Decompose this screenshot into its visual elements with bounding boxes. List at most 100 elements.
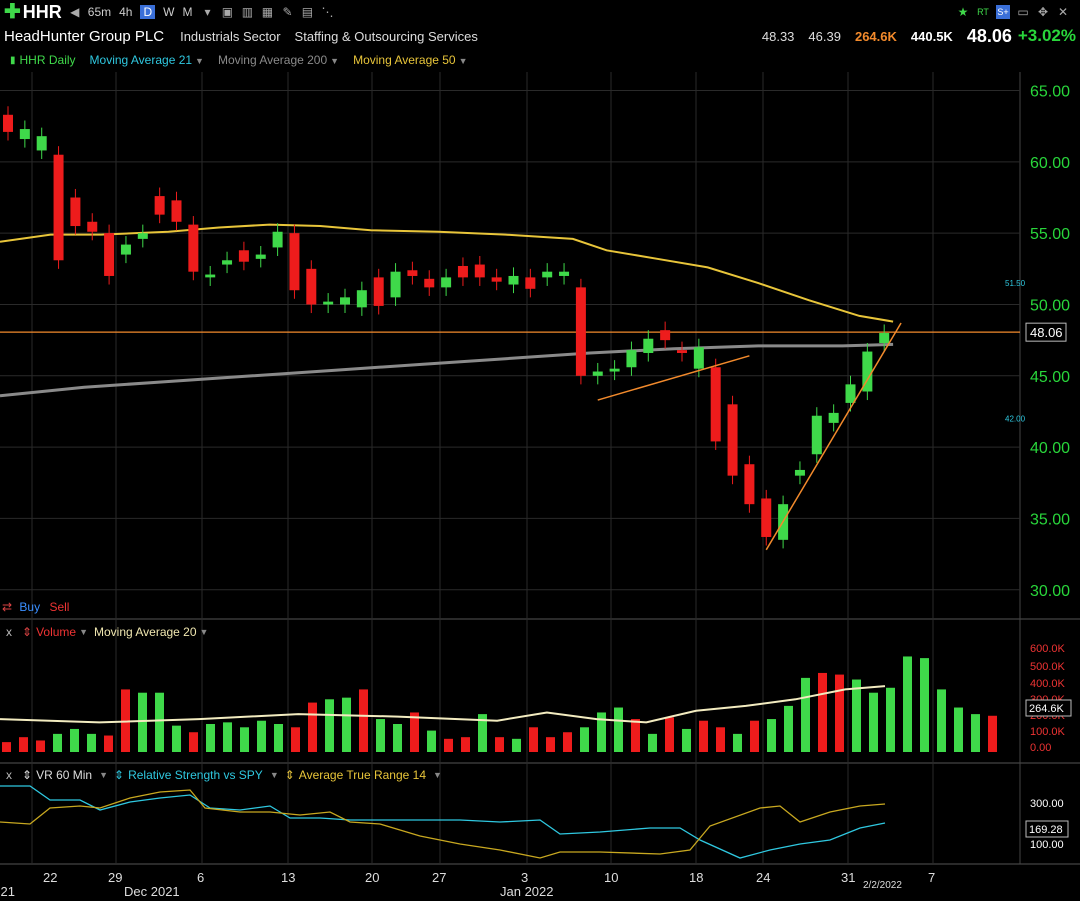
- volume-bar: [104, 735, 113, 752]
- candle-body: [592, 371, 603, 376]
- volume-bar: [682, 728, 691, 752]
- candle-body: [862, 351, 873, 392]
- candle-body: [559, 271, 570, 276]
- buy-label[interactable]: Buy: [19, 600, 41, 614]
- legend-ma21[interactable]: Moving Average 21 ▼: [90, 53, 204, 67]
- volume-tick-label: 100.0K: [1030, 726, 1066, 738]
- x-axis-label: 31: [841, 870, 855, 885]
- candle-body: [390, 271, 401, 298]
- interval-m[interactable]: M: [182, 5, 193, 19]
- ma50-line: [0, 223, 894, 323]
- close-icon[interactable]: ✕: [1057, 5, 1069, 19]
- volume-bar: [495, 737, 504, 752]
- x-axis-label: 29: [108, 870, 122, 885]
- interval-dropdown-icon[interactable]: ▾: [204, 5, 211, 19]
- legend-hhr-daily[interactable]: HHR Daily: [20, 53, 76, 67]
- candle-body: [36, 136, 47, 151]
- price-tick-label: 55.00: [1030, 226, 1070, 243]
- industry-label: Staffing & Outsourcing Services: [294, 28, 478, 44]
- close-indicator-button[interactable]: x: [6, 768, 12, 782]
- volume-bar: [512, 738, 521, 752]
- candle-body: [238, 250, 249, 262]
- chevron-down-icon[interactable]: ▼: [458, 56, 468, 66]
- draw-icon[interactable]: ✎: [282, 5, 293, 19]
- sound-icon[interactable]: ◀: [70, 5, 80, 19]
- volume-bar: [155, 692, 164, 752]
- chevron-down-icon[interactable]: ▼: [330, 56, 340, 66]
- volume-bar: [325, 699, 334, 752]
- volume-bar: [53, 733, 62, 752]
- indicator-toggle-icon[interactable]: ▣: [221, 5, 234, 19]
- buy-sell-toggle[interactable]: ⇄ Buy Sell: [2, 600, 69, 614]
- last-price-marker-label: 48.06: [1030, 325, 1063, 340]
- candle-body: [677, 350, 687, 353]
- axis-labels: 65.0060.0055.0050.0045.0040.0035.0030.00…: [0, 84, 1072, 899]
- chevron-down-icon[interactable]: ▼: [195, 56, 204, 66]
- volume-marker-label: 264.6K: [1029, 703, 1065, 715]
- chevron-down-icon[interactable]: ▼: [199, 627, 209, 637]
- notes-icon[interactable]: ▤: [301, 5, 314, 19]
- candle-body: [643, 338, 654, 353]
- realtime-icon[interactable]: RT: [977, 7, 989, 17]
- close-volume-button[interactable]: x: [6, 625, 12, 639]
- price-tick-label: 65.00: [1030, 84, 1070, 101]
- volume-bar: [138, 692, 147, 752]
- volume-tick-label: 500.0K: [1030, 661, 1066, 673]
- sell-label[interactable]: Sell: [49, 600, 70, 614]
- chevron-down-icon[interactable]: ▼: [269, 770, 279, 780]
- volume-bar: [699, 720, 708, 752]
- favorite-star-icon[interactable]: ★: [957, 5, 969, 19]
- x-axis-label: 24: [756, 870, 770, 885]
- candle-body: [188, 224, 199, 272]
- sp-icon[interactable]: S+: [996, 5, 1010, 19]
- share-icon[interactable]: ⋱: [321, 5, 334, 19]
- volume-bar: [835, 674, 844, 752]
- volume-ma-label[interactable]: Moving Average 20: [94, 625, 197, 639]
- candle-body: [761, 498, 772, 537]
- volume-bar: [971, 714, 980, 752]
- candle-body: [441, 277, 452, 288]
- volume-bar: [988, 715, 997, 752]
- candle-body: [137, 233, 148, 239]
- layout-icon[interactable]: ▦: [261, 5, 274, 19]
- volume-bar: [716, 727, 725, 752]
- save-icon[interactable]: ▭: [1017, 5, 1029, 19]
- volume-bar: [733, 733, 742, 752]
- x-axis-label: 18: [689, 870, 703, 885]
- candle-body: [542, 271, 553, 278]
- interval-d[interactable]: D: [140, 5, 156, 19]
- volume-bar: [937, 689, 946, 752]
- candle-body: [53, 154, 64, 261]
- x-axis-label: 2021: [0, 884, 15, 899]
- interval-65m[interactable]: 65m: [87, 5, 112, 19]
- volume-label[interactable]: Volume: [36, 625, 77, 639]
- chevron-down-icon[interactable]: ▼: [99, 770, 109, 780]
- interval-w[interactable]: W: [163, 5, 175, 19]
- candle-body: [879, 333, 890, 343]
- legend-ma50[interactable]: Moving Average 50 ▼: [353, 53, 467, 67]
- chevron-down-icon[interactable]: ▼: [433, 770, 442, 780]
- add-symbol-icon[interactable]: ✚: [4, 1, 21, 23]
- legend-ma200-label: Moving Average 200: [217, 53, 328, 67]
- symbol-info-bar: HeadHunter Group PLC Industrials Sector …: [0, 24, 1080, 48]
- rs-label[interactable]: Relative Strength vs SPY: [128, 768, 263, 782]
- volume-bar: [478, 714, 487, 752]
- candle-body: [794, 469, 805, 476]
- x-axis-label: 10: [604, 870, 618, 885]
- high-value: 48.33: [761, 28, 795, 44]
- symbol-input[interactable]: HHR: [22, 1, 62, 22]
- candle-body: [727, 404, 738, 476]
- interval-4h[interactable]: 4h: [119, 5, 133, 19]
- legend-ma200[interactable]: Moving Average 200 ▼: [218, 53, 339, 67]
- candle-body: [525, 277, 536, 289]
- vr-label[interactable]: VR 60 Min: [36, 768, 93, 782]
- chart-type-icon[interactable]: ▥: [241, 5, 254, 19]
- move-icon[interactable]: ✥: [1037, 5, 1049, 19]
- legend-ma21-label: Moving Average 21: [89, 53, 193, 67]
- atr-label[interactable]: Average True Range 14: [298, 768, 426, 782]
- chevron-down-icon[interactable]: ▼: [79, 627, 89, 637]
- ma200-line: [0, 342, 894, 398]
- rs-arrows-icon: ⇕: [114, 768, 125, 782]
- candle-body: [575, 287, 586, 376]
